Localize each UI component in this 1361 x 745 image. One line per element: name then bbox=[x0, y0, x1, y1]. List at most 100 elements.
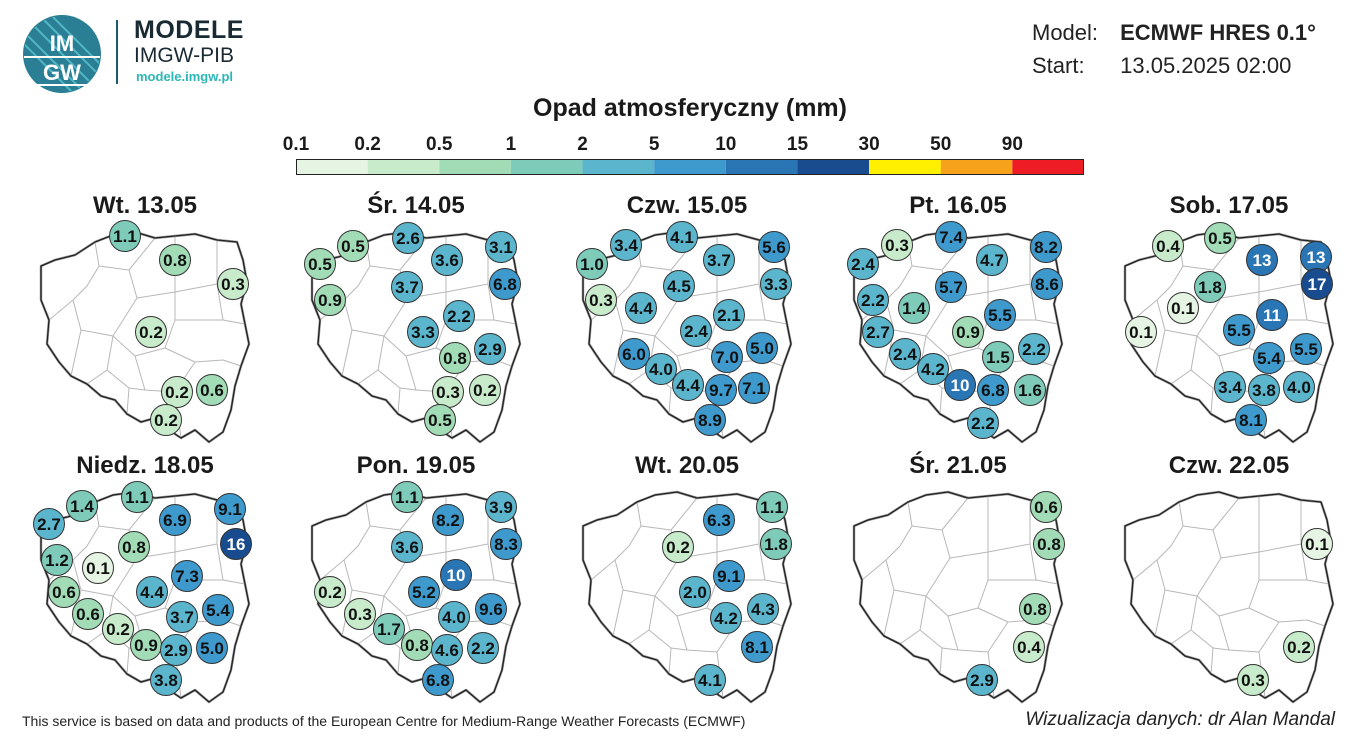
legend-swatch bbox=[725, 160, 798, 174]
precipitation-marker: 2.2 bbox=[1018, 333, 1050, 365]
precipitation-marker: 3.6 bbox=[431, 244, 463, 276]
precipitation-marker: 16 bbox=[220, 528, 252, 560]
precipitation-marker: 7.1 bbox=[738, 372, 770, 404]
panel-day-8: Wt. 20.05 6.3 1.1 0.2 1.8 9.1 2.0 4.3 4.2 8.1 4.1 bbox=[567, 452, 807, 707]
precipitation-marker: 0.6 bbox=[72, 598, 104, 630]
precipitation-value: 5.4 bbox=[1257, 349, 1281, 368]
precipitation-value: 7.4 bbox=[939, 228, 963, 247]
region-border bbox=[612, 329, 624, 377]
precipitation-value: 2.4 bbox=[893, 345, 917, 364]
region-border bbox=[614, 297, 680, 337]
brand-url-link[interactable]: modele.imgw.pl bbox=[136, 69, 234, 84]
precipitation-marker: 6.9 bbox=[159, 504, 191, 536]
poland-map: 6.3 1.1 0.2 1.8 9.1 2.0 4.3 4.2 8.1 4.1 bbox=[581, 490, 793, 704]
precipitation-value: 5.0 bbox=[200, 639, 224, 658]
precipitation-value: 3.6 bbox=[395, 538, 419, 557]
precipitation-marker: 3.3 bbox=[407, 316, 439, 348]
precipitation-value: 4.2 bbox=[714, 609, 738, 628]
svg-text:IM: IM bbox=[50, 31, 74, 56]
legend-tick-label: 10 bbox=[715, 134, 737, 155]
precipitation-marker: 4.1 bbox=[694, 664, 726, 696]
model-label: Model: bbox=[1032, 20, 1099, 45]
precipitation-value: 3.3 bbox=[764, 275, 788, 294]
precipitation-marker: 0.2 bbox=[161, 376, 193, 408]
precipitation-marker: 1.0 bbox=[576, 248, 608, 280]
precipitation-value: 3.6 bbox=[435, 251, 459, 270]
precipitation-value: 0.2 bbox=[165, 383, 189, 402]
precipitation-marker: 1.1 bbox=[756, 491, 788, 523]
precipitation-marker: 1.8 bbox=[1194, 271, 1226, 303]
precipitation-marker: 4.4 bbox=[672, 369, 704, 401]
precipitation-marker: 0.1 bbox=[1301, 528, 1333, 560]
region-border bbox=[1212, 496, 1260, 559]
panel-title: Śr. 14.05 bbox=[367, 192, 465, 219]
precipitation-marker: 2.9 bbox=[474, 333, 506, 365]
region-border bbox=[977, 607, 1055, 627]
precipitation-marker: 0.1 bbox=[82, 552, 114, 584]
precipitation-value: 4.4 bbox=[676, 376, 700, 395]
precipitation-marker: 4.2 bbox=[917, 353, 949, 385]
precipitation-value: 0.8 bbox=[1023, 600, 1047, 619]
precipitation-marker: 0.2 bbox=[150, 404, 182, 436]
precipitation-marker: 0.1 bbox=[1167, 292, 1199, 324]
precipitation-marker: 2.4 bbox=[680, 315, 712, 347]
precipitation-value: 2.9 bbox=[478, 340, 502, 359]
precipitation-value: 3.7 bbox=[170, 608, 194, 627]
precipitation-marker: 9.6 bbox=[475, 593, 507, 625]
precipitation-marker: 2.7 bbox=[862, 316, 894, 348]
precipitation-marker: 5.2 bbox=[408, 576, 440, 608]
precipitation-value: 4.0 bbox=[1287, 378, 1311, 397]
precipitation-value: 0.5 bbox=[428, 411, 452, 430]
precipitation-marker: 3.4 bbox=[1214, 371, 1246, 403]
region-border bbox=[861, 501, 913, 581]
precipitation-marker: 4.5 bbox=[663, 270, 695, 302]
precipitation-marker: 4.6 bbox=[431, 634, 463, 666]
precipitation-value: 2.4 bbox=[684, 322, 708, 341]
panel-day-10: Czw. 22.05 0.1 0.2 0.3 bbox=[1109, 452, 1349, 707]
imgw-logo: IM GW bbox=[23, 15, 101, 93]
legend-swatch bbox=[797, 160, 870, 174]
precipitation-value: 0.9 bbox=[318, 291, 342, 310]
legend-swatch bbox=[1012, 160, 1084, 174]
precipitation-marker: 3.4 bbox=[610, 229, 642, 261]
precipitation-marker: 0.2 bbox=[102, 613, 134, 645]
precipitation-marker: 0.4 bbox=[1013, 631, 1045, 663]
precipitation-marker: 3.7 bbox=[703, 244, 735, 276]
precipitation-value: 0.8 bbox=[163, 251, 187, 270]
precipitation-value: 8.3 bbox=[494, 535, 518, 554]
precipitation-value: 2.2 bbox=[1022, 340, 1046, 359]
precipitation-value: 0.6 bbox=[76, 605, 100, 624]
precipitation-value: 5.5 bbox=[1294, 340, 1318, 359]
precipitation-value: 0.8 bbox=[405, 636, 429, 655]
panel-day-6: Niedz. 18.05 1.4 1.1 9.1 2.7 6.9 16 0.8 1.2 0.1 7… bbox=[25, 452, 265, 707]
region-border bbox=[1156, 297, 1222, 337]
panel-day-7: Pon. 19.05 1.1 3.9 8.2 8.3 3.6 10 0.2 5.2 0.3 4.0… bbox=[296, 452, 536, 707]
precipitation-marker: 2.4 bbox=[847, 248, 879, 280]
precipitation-marker: 0.5 bbox=[1204, 222, 1236, 254]
precipitation-marker: 3.8 bbox=[150, 664, 182, 696]
precipitation-value: 1.1 bbox=[395, 488, 419, 507]
precipitation-marker: 0.1 bbox=[1125, 316, 1157, 348]
country-outline bbox=[1123, 490, 1335, 704]
precipitation-marker: 2.9 bbox=[160, 634, 192, 666]
precipitation-value: 2.9 bbox=[970, 671, 994, 690]
precipitation-marker: 1.2 bbox=[41, 544, 73, 576]
precipitation-marker: 8.9 bbox=[694, 404, 726, 436]
precipitation-value: 4.6 bbox=[435, 641, 459, 660]
precipitation-value: 0.4 bbox=[1017, 638, 1041, 657]
legend-colorbar bbox=[296, 159, 1084, 175]
precipitation-marker: 0.3 bbox=[344, 598, 376, 630]
legend-tick-label: 0.2 bbox=[354, 134, 381, 155]
precipitation-value: 0.2 bbox=[1287, 638, 1311, 657]
panel-title: Pon. 19.05 bbox=[356, 452, 476, 479]
precipitation-value: 2.2 bbox=[471, 639, 495, 658]
legend-tick-label: 50 bbox=[930, 134, 952, 155]
svg-text:GW: GW bbox=[43, 60, 81, 85]
precipitation-value: 3.4 bbox=[614, 236, 638, 255]
precipitation-value: 1.8 bbox=[1198, 278, 1222, 297]
precipitation-value: 2.2 bbox=[971, 414, 995, 433]
precipitation-value: 8.6 bbox=[1035, 275, 1059, 294]
precipitation-value: 2.1 bbox=[717, 306, 741, 325]
precipitation-value: 0.4 bbox=[1156, 237, 1180, 256]
precipitation-value: 0.3 bbox=[589, 291, 613, 310]
